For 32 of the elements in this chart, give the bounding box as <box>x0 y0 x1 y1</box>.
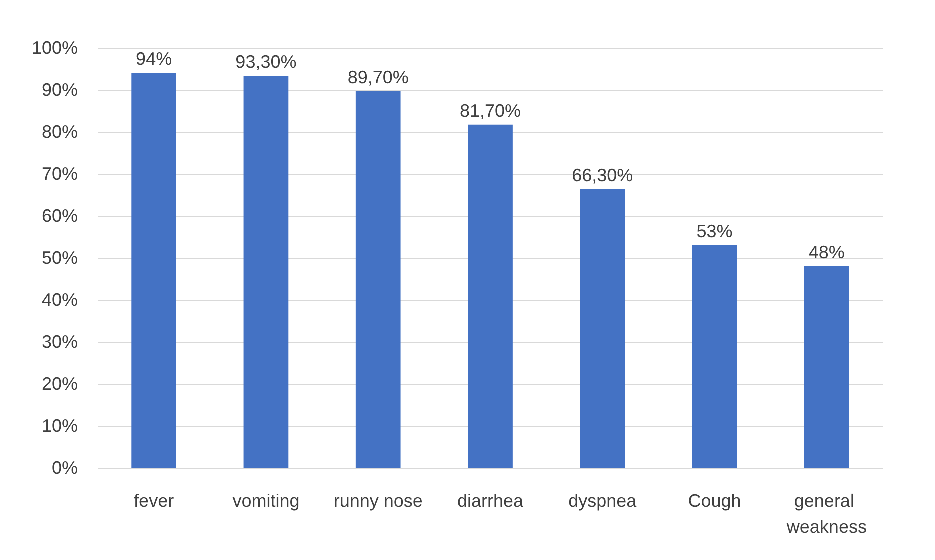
data-label: 81,70% <box>460 100 522 121</box>
data-label: 94% <box>136 49 172 70</box>
x-tick-label: runny nose <box>334 491 423 511</box>
bar <box>580 190 626 468</box>
y-tick-label: 100% <box>32 38 78 58</box>
y-tick-label: 50% <box>42 248 78 268</box>
y-tick-label: 0% <box>52 458 78 478</box>
x-tick-label: dyspnea <box>568 491 638 511</box>
data-label: 89,70% <box>348 67 409 88</box>
bar <box>244 76 289 468</box>
y-tick-label: 20% <box>42 374 78 394</box>
y-tick-label: 70% <box>42 164 78 184</box>
bar <box>468 124 513 468</box>
data-label: 66,30% <box>572 166 634 186</box>
y-tick-label: 90% <box>42 80 78 100</box>
x-tick-label: Cough <box>688 491 742 511</box>
y-tick-label: 80% <box>42 122 78 142</box>
y-tick-label: 10% <box>42 416 78 436</box>
y-tick-label: 40% <box>42 290 78 310</box>
y-tick-label: 60% <box>42 206 78 226</box>
x-tick-label: vomiting <box>232 491 300 511</box>
bar <box>692 245 738 468</box>
x-tick-label: diarrhea <box>457 491 525 511</box>
data-label: 93,30% <box>236 52 297 72</box>
bar <box>356 91 401 468</box>
data-label: 48% <box>808 242 845 262</box>
x-tick-label: general weakness <box>786 491 867 537</box>
bar <box>132 73 176 468</box>
y-tick-label: 30% <box>42 332 78 352</box>
x-tick-label: fever <box>134 491 174 511</box>
bar <box>804 266 850 468</box>
data-label: 53% <box>696 221 733 242</box>
